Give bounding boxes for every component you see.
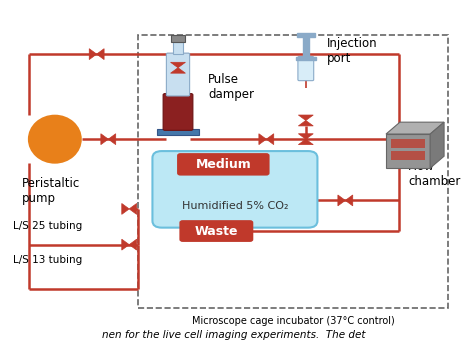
FancyBboxPatch shape	[153, 151, 318, 228]
Text: nen for the live cell imaging experiments.  The det: nen for the live cell imaging experiment…	[102, 330, 365, 340]
Polygon shape	[101, 134, 108, 145]
Text: Flow
chamber: Flow chamber	[408, 159, 460, 188]
FancyBboxPatch shape	[177, 153, 270, 176]
Polygon shape	[122, 239, 129, 250]
FancyBboxPatch shape	[166, 53, 190, 96]
Bar	[302, 35, 309, 59]
Polygon shape	[129, 203, 137, 214]
FancyBboxPatch shape	[163, 94, 193, 130]
Bar	[171, 35, 185, 42]
Polygon shape	[89, 49, 97, 60]
Text: Injection
port: Injection port	[327, 37, 377, 65]
Polygon shape	[346, 195, 353, 206]
Bar	[391, 139, 426, 148]
Bar	[173, 42, 182, 54]
Ellipse shape	[41, 116, 68, 128]
Polygon shape	[386, 134, 430, 168]
Polygon shape	[298, 134, 313, 139]
Polygon shape	[298, 120, 313, 126]
Text: L/S 25 tubing: L/S 25 tubing	[13, 221, 82, 231]
Polygon shape	[266, 134, 274, 145]
Polygon shape	[129, 239, 137, 250]
Text: Pulse
damper: Pulse damper	[208, 73, 254, 101]
Bar	[138, 35, 447, 308]
Bar	[297, 33, 315, 37]
Ellipse shape	[28, 115, 82, 164]
Text: Peristaltic
pump: Peristaltic pump	[22, 177, 81, 205]
Polygon shape	[338, 195, 346, 206]
Text: Waste: Waste	[195, 225, 238, 238]
Polygon shape	[171, 68, 185, 73]
Polygon shape	[108, 134, 116, 145]
FancyBboxPatch shape	[179, 220, 253, 242]
Polygon shape	[298, 139, 313, 145]
Polygon shape	[97, 49, 104, 60]
Bar	[157, 129, 199, 135]
Polygon shape	[122, 203, 129, 214]
Polygon shape	[430, 122, 444, 168]
Text: L/S 13 tubing: L/S 13 tubing	[13, 255, 82, 265]
Polygon shape	[259, 134, 266, 145]
FancyBboxPatch shape	[298, 57, 314, 81]
Text: Humidified 5% CO₂: Humidified 5% CO₂	[182, 201, 288, 211]
Polygon shape	[171, 62, 185, 68]
Text: Microscope cage incubator (37°C control): Microscope cage incubator (37°C control)	[192, 316, 395, 326]
Bar	[296, 57, 316, 60]
Text: Medium: Medium	[195, 158, 251, 171]
Polygon shape	[298, 115, 313, 120]
Polygon shape	[386, 122, 444, 134]
Bar	[391, 151, 426, 159]
